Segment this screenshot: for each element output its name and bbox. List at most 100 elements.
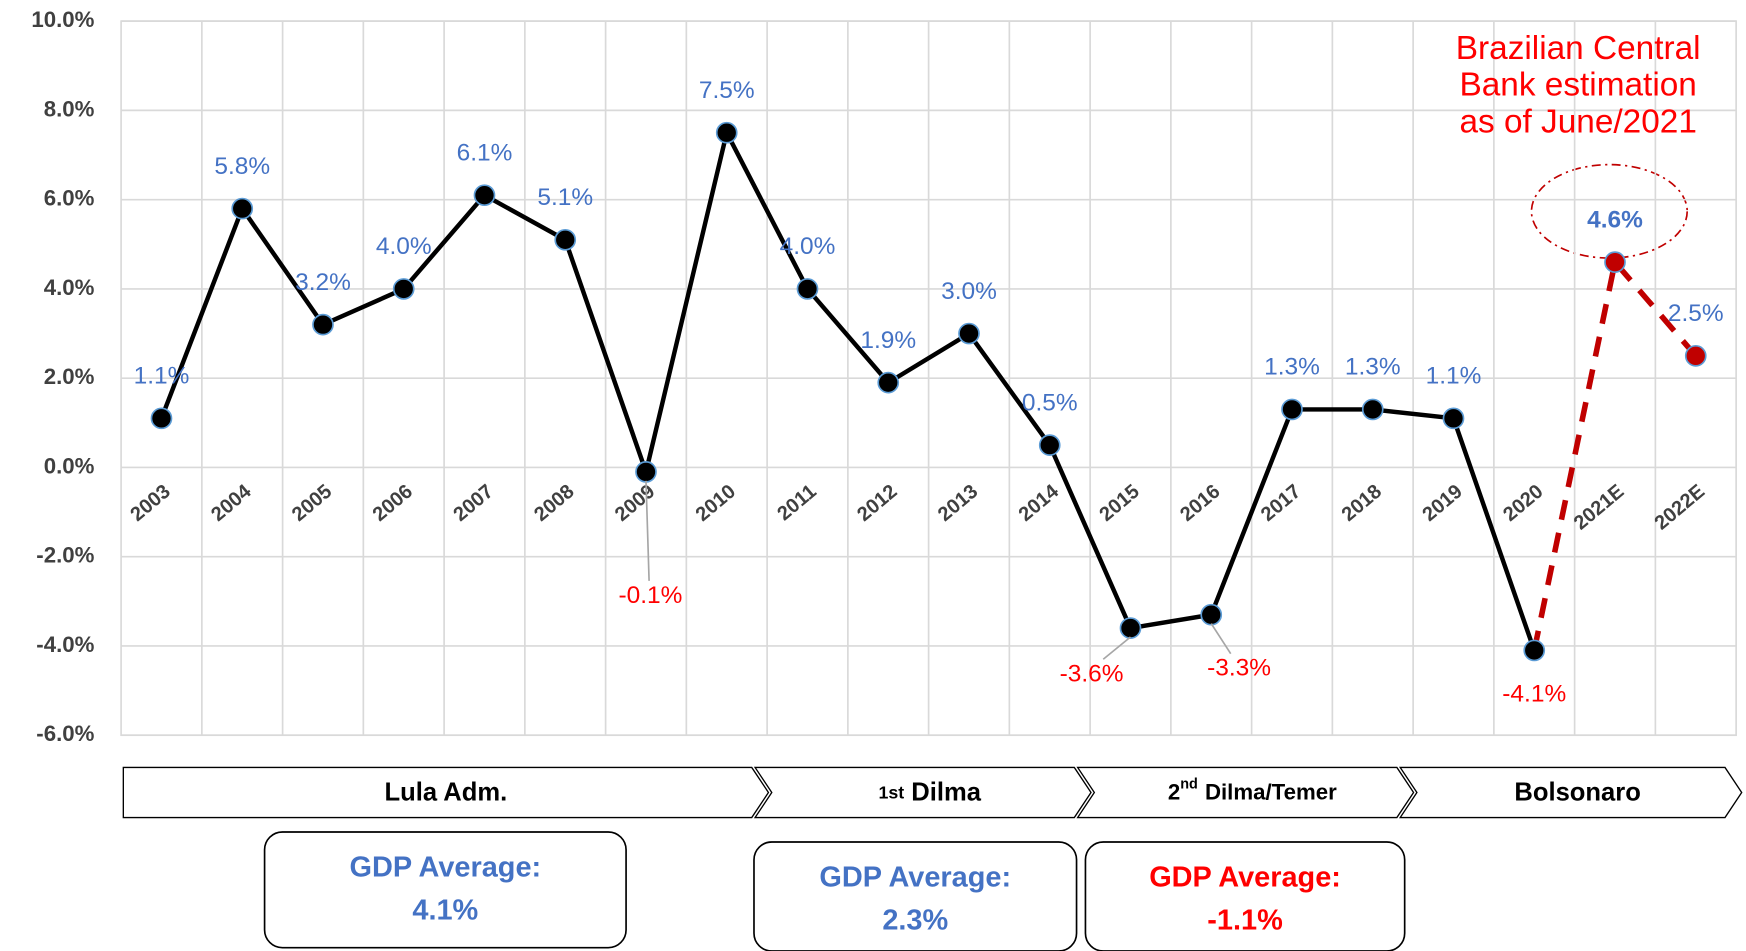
annotation: as of June/2021 [1459,103,1696,140]
data-label: 5.8% [214,153,270,180]
data-label: 7.5% [699,77,755,104]
data-label: 1.3% [1345,354,1401,381]
data-label: 4.0% [376,233,432,260]
period-arrow [1398,766,1743,819]
data-point [635,461,657,483]
period-sup: nd [1180,777,1198,793]
data-label: -3.3% [1207,655,1271,682]
y-tick-label: 10.0% [31,7,94,32]
x-tick-label: 2007 [450,480,498,525]
x-tick-label: 2006 [369,480,417,525]
x-tick-label: 2004 [207,480,256,526]
data-point [1684,345,1707,367]
data-point [1604,251,1626,273]
x-tick-label: 2003 [127,480,175,525]
x-tick-label: 2009 [611,480,659,525]
data-point [1281,398,1303,421]
period-arrow [753,766,1092,819]
data-point [473,184,496,207]
period-name: Bolsonaro [1514,778,1640,806]
data-point [312,313,334,336]
data-label: 4.0% [780,233,836,260]
y-tick-label: 8.0% [44,96,95,121]
data-label: 6.1% [457,140,513,167]
data-label: 0.5% [1022,389,1078,416]
data-label: 3.2% [295,269,351,296]
leader-line [645,480,650,581]
data-point [150,407,173,430]
annotation: Bank estimation [1460,67,1697,104]
data-point [877,371,900,394]
data-label: -0.1% [618,582,682,609]
period-prefix: 1st [878,782,904,802]
x-tick-label: 2012 [853,480,901,525]
x-tick-label: 2011 [773,480,820,525]
x-tick-label: 2016 [1176,480,1224,525]
x-tick-label: 2021E [1570,480,1628,534]
data-point [715,121,738,144]
x-tick-label: 2015 [1096,480,1144,525]
period-prefix: 2 [1168,779,1180,804]
data-label: 1.1% [134,363,190,390]
x-tick-label: 2019 [1419,480,1467,525]
data-point [1442,407,1465,430]
data-label: 5.1% [537,184,593,211]
y-tick-label: 0.0% [44,453,95,478]
y-tick-label: -2.0% [36,543,94,568]
period-arrow [122,766,770,819]
x-tick-label: 2022E [1651,480,1709,534]
x-tick-label: 2017 [1257,480,1305,525]
period-label: 1st Dilma [878,778,981,806]
data-point [392,278,415,300]
x-tick-label: 2008 [530,480,578,525]
x-tick-label: 2010 [692,480,740,525]
series-line [1531,256,1698,651]
x-tick-label: 2014 [1015,480,1064,526]
period-name: Dilma/Temer [1205,779,1337,804]
series-line [159,126,1537,652]
data-label: 1.9% [860,327,916,354]
leader-line [1210,623,1232,655]
y-tick-label: 4.0% [44,275,95,300]
y-tick-label: -6.0% [36,721,94,746]
highlight-ellipse [1530,163,1689,259]
data-label: 2.5% [1668,300,1724,327]
y-tick-label: -4.0% [36,632,94,657]
data-point [1523,639,1546,662]
data-point [1038,434,1061,456]
leader-line [1102,636,1132,660]
data-point [958,322,980,345]
average-value: 4.1% [412,895,478,927]
data-point [1119,617,1142,639]
average-title: GDP Average: [349,851,541,883]
period-arrow [1076,766,1415,819]
data-label: -3.6% [1060,660,1124,687]
y-tick-label: 2.0% [44,364,95,389]
average-title: GDP Average: [819,861,1011,893]
period-label: Lula Adm. [385,778,508,806]
data-point [554,228,577,251]
data-point [1361,398,1384,421]
data-point [796,278,819,300]
average-box [263,831,627,949]
period-name: Dilma [911,778,981,806]
average-value: -1.1% [1207,905,1283,937]
period-label: Bolsonaro [1514,778,1640,806]
data-point [231,197,254,220]
period-label: 2nd Dilma/Temer [1168,769,1337,804]
x-tick-label: 2020 [1499,480,1547,525]
period-name: Lula Adm. [385,778,508,806]
x-tick-label: 2018 [1338,480,1386,525]
data-label: 1.3% [1264,354,1320,381]
x-tick-label: 2013 [934,480,982,525]
data-label: 3.0% [941,278,997,305]
average-title: GDP Average: [1149,861,1341,893]
y-tick-label: 6.0% [44,186,95,211]
data-label: 4.6% [1587,206,1643,233]
data-point [1200,603,1223,626]
x-tick-label: 2005 [288,480,336,525]
data-label: -4.1% [1502,680,1566,707]
average-value: 2.3% [882,905,948,937]
annotation: Brazilian Central [1456,30,1701,67]
